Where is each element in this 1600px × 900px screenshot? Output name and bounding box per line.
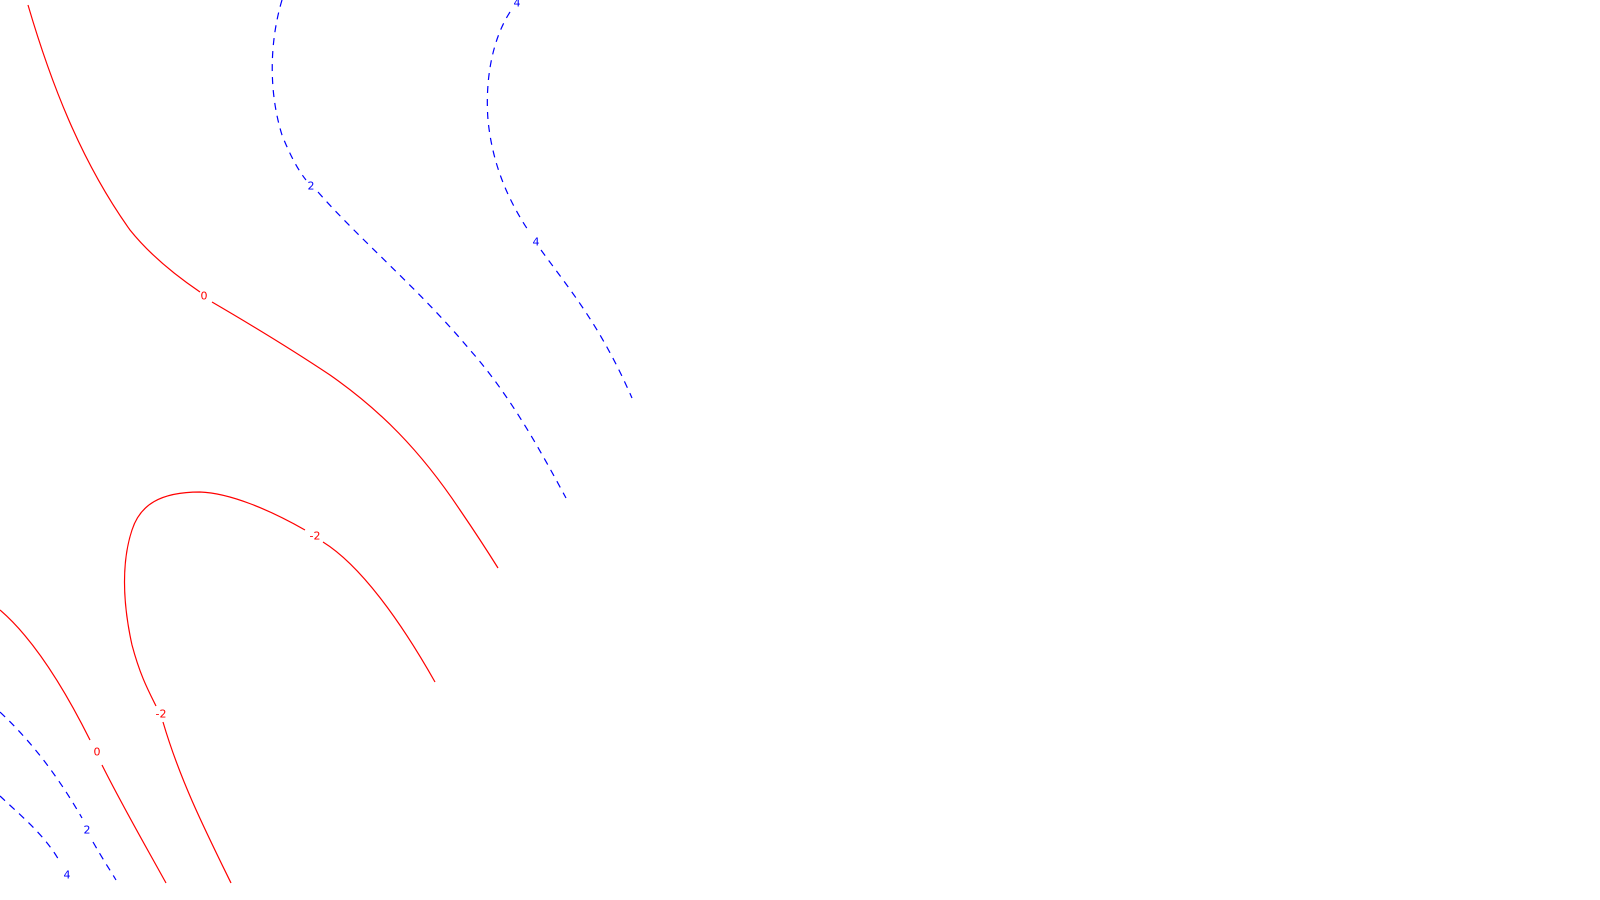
- contour-2-lower: 2: [0, 711, 117, 881]
- contour-label: 4: [64, 869, 71, 882]
- contour-line: [162, 721, 232, 884]
- contour-line: [317, 191, 567, 499]
- contour-4-lower: 4: [0, 795, 71, 882]
- contour-line: [123, 491, 306, 707]
- contour-line: [92, 841, 117, 881]
- contour-line: [0, 795, 61, 863]
- contour-label: 4: [514, 0, 521, 10]
- contour-0-upper: 0: [27, 4, 499, 569]
- contour-label: 2: [308, 180, 315, 193]
- contour-line: [486, 11, 529, 231]
- contour-neg2: -2 -2: [123, 491, 436, 884]
- contour-2-upper: 2: [271, 0, 567, 499]
- contour-0-lower: 0: [0, 609, 167, 884]
- contour-label: 2: [84, 824, 91, 837]
- contour-line: [0, 711, 83, 819]
- contour-line: [101, 764, 167, 884]
- contour-line: [322, 541, 436, 683]
- contour-label: 0: [201, 290, 208, 303]
- contour-4-upper: 4 4: [486, 0, 633, 399]
- contour-line: [211, 301, 499, 569]
- contour-label: 0: [94, 746, 101, 759]
- contour-line: [0, 609, 91, 741]
- contour-line: [540, 249, 633, 399]
- contour-label: -2: [156, 708, 167, 721]
- contour-label: 4: [533, 236, 540, 249]
- contour-line: [271, 0, 307, 181]
- contour-label: -2: [310, 530, 321, 543]
- contour-line: [27, 4, 201, 293]
